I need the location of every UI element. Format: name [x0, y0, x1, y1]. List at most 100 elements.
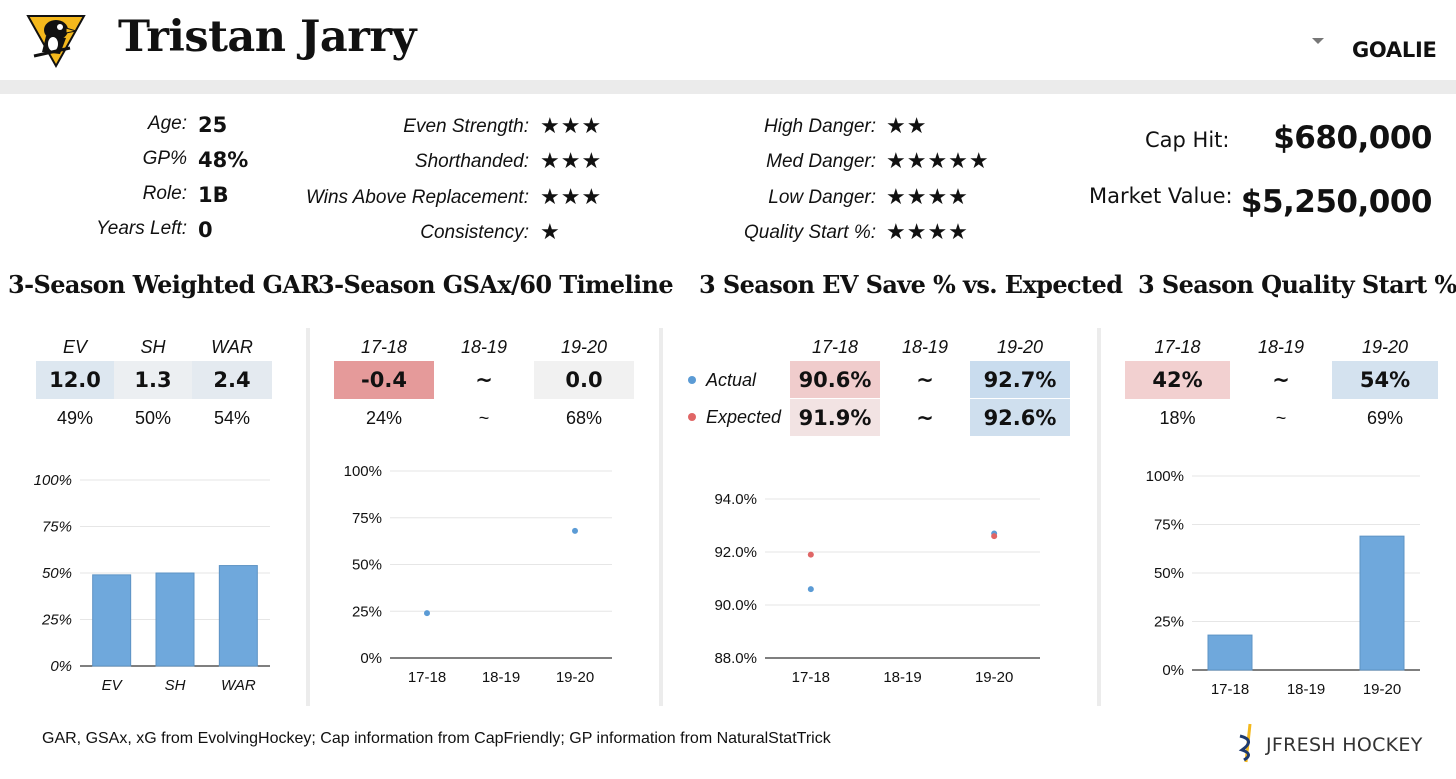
panel-divider: [1097, 328, 1101, 706]
data-point: [807, 551, 814, 558]
ev-actual-1819: ~: [916, 367, 934, 392]
gsax-1718-pct: 24%: [365, 408, 403, 428]
qs-col-1819: 18-19: [1257, 337, 1305, 357]
player-name: Tristan Jarry: [118, 12, 417, 62]
role-label: Role:: [142, 183, 187, 204]
ev-save-scatter-chart: 94.0% 92.0% 90.0% 88.0% 17-18 18-19 19-20: [714, 491, 1040, 686]
data-point: [807, 586, 814, 593]
gsax-col-1819: 18-19: [460, 337, 508, 357]
x-tick-label: 19-20: [556, 669, 594, 686]
qs-title: 3 Season Quality Start %: [1138, 270, 1456, 299]
gar-col-ev: EV: [62, 337, 87, 357]
bar: [155, 572, 195, 667]
age-value: 25: [198, 113, 228, 137]
y-tick-label: 50%: [42, 565, 72, 582]
gsax-1819-pct: ~: [478, 408, 490, 428]
jfresh-brand: JFRESH HOCKEY: [1266, 734, 1423, 756]
shorthanded-label: Shorthanded:: [414, 151, 529, 172]
consistency-label: Consistency:: [420, 222, 529, 243]
bar: [218, 565, 258, 667]
y-tick-label: 90.0%: [714, 597, 757, 614]
gar-col-war: WAR: [211, 337, 253, 357]
age-label: Age:: [147, 113, 187, 134]
x-tick-label: 17-18: [408, 669, 446, 686]
gsax-col-1718: 17-18: [360, 337, 408, 357]
y-tick-label: 94.0%: [714, 491, 757, 508]
war-stars: ★★★: [540, 185, 603, 210]
gar-war-pct: 54%: [213, 408, 251, 428]
y-tick-label: 75%: [42, 519, 72, 536]
position-select[interactable]: GOALIE: [1352, 38, 1437, 62]
gar-col-sh: SH: [140, 337, 166, 357]
even-strength-label: Even Strength:: [403, 116, 529, 137]
cap-hit-label: Cap Hit:: [1145, 128, 1230, 152]
high-danger-label: High Danger:: [764, 116, 876, 137]
expected-legend-label: Expected: [706, 407, 782, 427]
qs-1819-pct: ~: [1275, 408, 1287, 428]
header-bar: [0, 0, 1456, 80]
gp-value: 48%: [198, 148, 249, 172]
y-tick-label: 88.0%: [714, 650, 757, 667]
even-strength-stars: ★★★: [540, 114, 603, 139]
qs-1718-value: 42%: [1125, 361, 1230, 399]
x-tick-label: 19-20: [1363, 681, 1401, 698]
ev-expected-1819: ~: [916, 405, 934, 430]
x-tick-label: 19-20: [975, 669, 1013, 686]
qs-col-1920: 19-20: [1361, 337, 1409, 357]
y-tick-label: 25%: [41, 612, 72, 629]
panel-divider: [306, 328, 310, 706]
gsax-1718-value: -0.4: [334, 361, 434, 399]
y-tick-label: 50%: [352, 557, 382, 574]
jfresh-logo-icon: [1238, 723, 1252, 763]
actual-legend-label: Actual: [706, 370, 757, 390]
dropdown-arrow-icon[interactable]: [1312, 38, 1324, 44]
bar: [1359, 535, 1405, 671]
bar: [92, 574, 132, 667]
data-point: [424, 610, 430, 617]
ev-col-1920: 19-20: [996, 337, 1044, 357]
header-divider: [0, 80, 1456, 94]
cap-hit-value: $680,000: [1273, 120, 1432, 156]
gsax-1920-pct: 68%: [565, 408, 603, 428]
ev-col-1718: 17-18: [811, 337, 859, 357]
y-tick-label: 25%: [1154, 614, 1184, 631]
ev-expected-1718: 91.9%: [790, 399, 880, 436]
quality-start-stars: ★★★★: [886, 220, 969, 245]
x-tick-label: 18-19: [883, 669, 921, 686]
ev-actual-1718: 90.6%: [790, 361, 880, 398]
ev-actual-1920: 92.7%: [970, 361, 1070, 398]
gsax-1920-value: 0.0: [534, 361, 634, 399]
war-label: Wins Above Replacement:: [305, 187, 529, 208]
high-danger-stars: ★★: [886, 114, 928, 139]
y-tick-label: 75%: [352, 510, 382, 527]
y-tick-label: 100%: [34, 472, 72, 489]
role-value: 1B: [198, 183, 229, 207]
y-tick-label: 75%: [1154, 517, 1184, 534]
market-value-label: Market Value:: [1089, 184, 1233, 208]
ev-col-1819: 18-19: [901, 337, 949, 357]
x-tick-label: 18-19: [1287, 681, 1325, 698]
med-danger-stars: ★★★★★: [886, 149, 990, 174]
med-danger-label: Med Danger:: [766, 151, 876, 172]
gsax-col-1920: 19-20: [560, 337, 608, 357]
x-tick-label: 17-18: [1211, 681, 1249, 698]
expected-legend-dot: [688, 413, 696, 421]
x-tick-label: EV: [102, 677, 124, 694]
qs-1920-value: 54%: [1332, 361, 1438, 399]
gar-ev-value: 12.0: [36, 361, 114, 399]
x-tick-label: 17-18: [792, 669, 830, 686]
data-point: [991, 533, 998, 540]
x-tick-label: SH: [165, 677, 186, 694]
actual-legend-dot: [688, 376, 696, 384]
gsax-1819-value: ~: [475, 368, 493, 392]
x-tick-label: WAR: [221, 677, 256, 694]
gar-sh-value: 1.3: [114, 361, 192, 399]
low-danger-stars: ★★★★: [886, 185, 969, 210]
y-tick-label: 92.0%: [714, 544, 757, 561]
gp-label: GP%: [142, 148, 187, 169]
ev-expected-1920: 92.6%: [970, 399, 1070, 436]
qs-1920-pct: 69%: [1366, 408, 1404, 428]
x-tick-label: 18-19: [482, 669, 520, 686]
y-tick-label: 25%: [352, 603, 382, 620]
gar-sh-pct: 50%: [134, 408, 172, 428]
